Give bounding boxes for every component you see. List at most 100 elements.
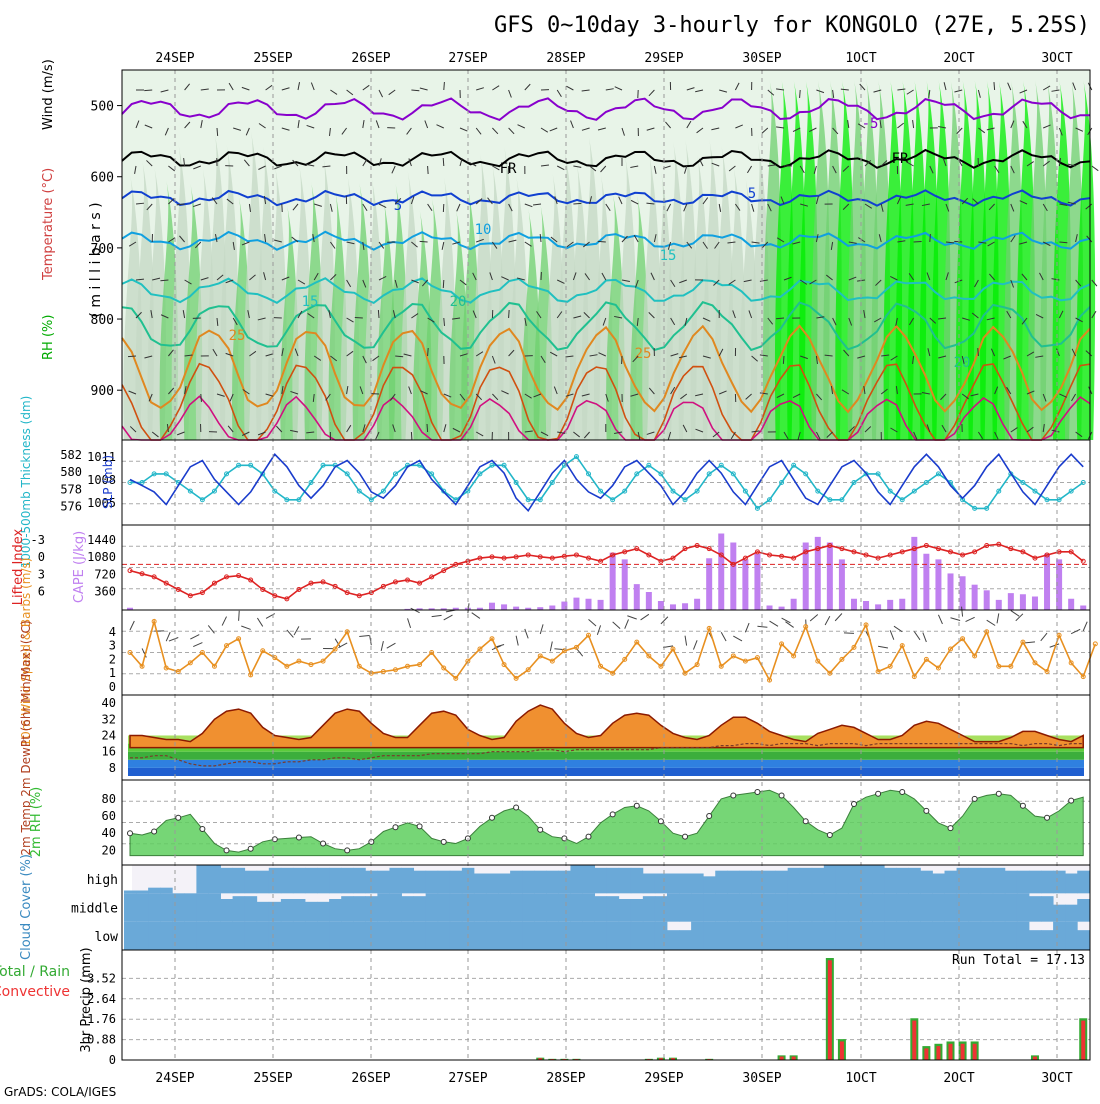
cloud-cell: [703, 893, 716, 921]
cloud-cell: [172, 922, 185, 950]
cloud-cell: [981, 868, 994, 894]
wind-barb: [573, 203, 581, 204]
temp-tick: 24: [102, 728, 116, 742]
cloud-cell: [281, 868, 294, 894]
cloud-cell: [1005, 893, 1018, 921]
cloud-cell: [932, 893, 945, 921]
cloud-cell: [981, 893, 994, 921]
wind-tick: 4: [109, 625, 116, 639]
wind-barb: [428, 348, 429, 356]
cloud-cell: [402, 896, 415, 922]
cape-bar: [996, 600, 1002, 610]
rh2m-point: [1045, 815, 1050, 820]
cloud-cell: [305, 902, 318, 922]
precip-conv-bar: [828, 960, 832, 1060]
bottom-date-label: 24SEP: [155, 1071, 194, 1086]
wind-barb: [930, 234, 931, 242]
pressure-tick-label: 600: [91, 171, 114, 186]
cape-bar: [1020, 594, 1026, 610]
rh2m-point: [924, 808, 929, 813]
cape-bar: [875, 604, 881, 610]
cape-bar: [863, 601, 869, 610]
lifted-tick: 3: [38, 567, 45, 581]
rh2m-point: [1069, 798, 1074, 803]
precip-tick: 0: [109, 1053, 116, 1067]
precip-conv-bar: [936, 1046, 940, 1060]
cloud-axis-title: Cloud Cover (%): [19, 854, 34, 960]
cloud-cell: [1017, 871, 1030, 894]
cloud-cell: [1041, 871, 1054, 894]
cloud-cell: [558, 922, 571, 950]
cloud-cell: [1017, 893, 1030, 921]
cloud-cell: [607, 896, 620, 922]
cloud-cell: [317, 902, 330, 922]
rh2m-point: [345, 848, 350, 853]
pressure-tick-label: 900: [91, 384, 114, 399]
cloud-cell: [160, 888, 173, 894]
cloud-cell: [1053, 871, 1066, 894]
cloud-cell: [136, 893, 149, 921]
cloud-cell: [426, 893, 439, 921]
wind-barb: [128, 356, 136, 357]
contour-label: 15: [302, 294, 319, 310]
cloud-cell: [546, 871, 559, 894]
cloud-cell: [884, 868, 897, 894]
bottom-date-label: 3OCT: [1041, 1071, 1072, 1086]
cloud-cell: [450, 871, 463, 894]
cloud-cell: [534, 922, 547, 950]
cloud-cell: [474, 893, 487, 921]
wind-barb: [411, 432, 412, 440]
cape-bar: [887, 600, 893, 610]
cloud-cell: [329, 868, 342, 894]
cloud-cell: [679, 874, 692, 894]
rh2m-point: [900, 790, 905, 795]
cape-bar: [791, 599, 797, 610]
cloud-cell: [136, 922, 149, 950]
thickness-tick: 582: [60, 448, 82, 462]
dewpoint-band: [128, 768, 1084, 776]
cloud-cell: [788, 922, 801, 950]
cloud-cell: [281, 922, 294, 950]
cloud-cell: [257, 902, 270, 922]
rh2m-point: [731, 793, 736, 798]
cloud-cell: [595, 868, 608, 894]
contour-label: 25: [635, 346, 652, 362]
cloud-cell: [969, 922, 982, 950]
cloud-cell: [715, 893, 728, 921]
cloud-cell: [124, 891, 137, 894]
cloud-cell: [872, 893, 885, 921]
precip-conv-bar: [949, 1044, 953, 1060]
cloud-cell: [631, 899, 644, 922]
cloud-cell: [196, 865, 209, 893]
cloud-cell: [969, 868, 982, 894]
cloud-cell: [160, 893, 173, 921]
cloud-cell: [667, 874, 680, 894]
cloud-cell: [764, 893, 777, 921]
cloud-cell: [896, 868, 909, 894]
rh2m-point: [1020, 803, 1025, 808]
lifted-tick: -3: [31, 533, 45, 547]
cloud-cell: [583, 865, 596, 893]
cloud-cell: [546, 922, 559, 950]
temp-tick: 16: [102, 745, 116, 759]
rh2m-point: [296, 835, 301, 840]
contour-label: 5: [748, 186, 756, 202]
top-date-label: 29SEP: [644, 51, 683, 66]
cloud-cell: [438, 871, 451, 894]
cloud-cell: [643, 874, 656, 894]
cloud-cell: [522, 922, 535, 950]
cloud-cell: [703, 922, 716, 950]
cape-bar: [851, 599, 857, 610]
cloud-level-label: low: [95, 930, 119, 945]
cloud-cell: [534, 871, 547, 894]
cloud-cell: [1005, 871, 1018, 894]
cape-bar: [827, 543, 833, 611]
precip-conv-label: Convective: [0, 984, 70, 1000]
cloud-cell: [812, 922, 825, 950]
lifted-tick: 0: [38, 550, 45, 564]
precip-conv-bar: [1033, 1057, 1037, 1060]
rh2m-point: [176, 815, 181, 820]
cape-bar: [549, 606, 555, 611]
cloud-cell: [377, 893, 390, 921]
